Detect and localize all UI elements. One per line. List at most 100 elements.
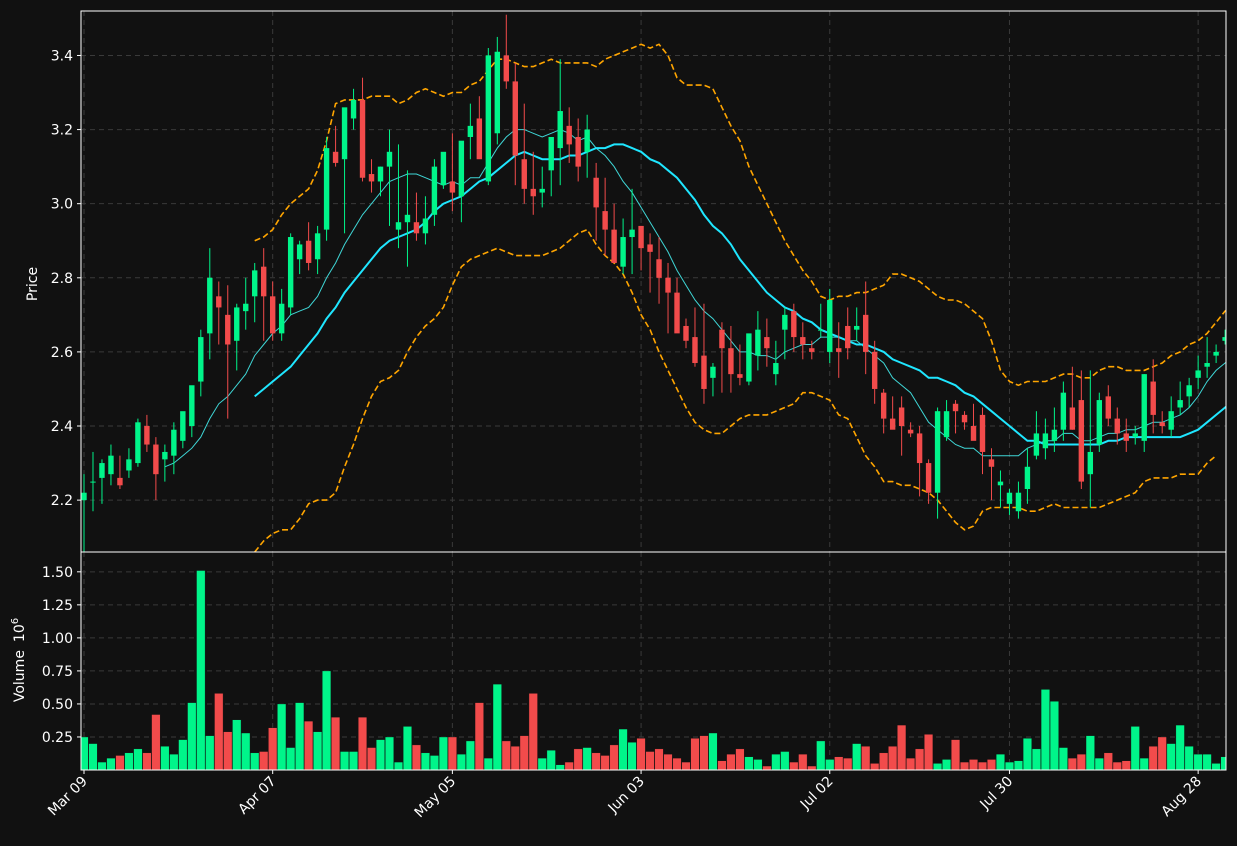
x-ticks: Mar 09 Apr 07 May 05 Jun 03 Jul 02 Jul 30 Aug … (45, 770, 1205, 821)
volume-bar (951, 739, 961, 770)
volume-bar (1094, 757, 1104, 770)
candle-down (449, 181, 456, 193)
candle-down (674, 292, 680, 334)
volume-bar (358, 716, 368, 770)
candle-down (1159, 422, 1165, 427)
candle-down (1123, 433, 1129, 441)
candle-up (1087, 451, 1094, 475)
volume-bar (1112, 761, 1122, 770)
volume-bar (1175, 724, 1185, 770)
volume-tick-label: 0.50 (42, 697, 73, 713)
volume-bar (349, 751, 359, 770)
candle-up (539, 188, 545, 193)
candle-up (287, 237, 294, 308)
volume-bar (304, 720, 314, 770)
candle-down (144, 426, 150, 445)
candle-up (1222, 337, 1226, 341)
candle-up (548, 136, 554, 171)
volume-bar (1121, 760, 1131, 770)
volume-bar (816, 740, 826, 770)
candle-up (1060, 392, 1067, 430)
volume-bar (582, 747, 592, 770)
x-tick-label: Jul 02 (797, 774, 837, 814)
volume-bar (97, 761, 107, 770)
bollinger-bands (254, 43, 1226, 552)
volume-axis-label: Volume 106 (10, 618, 28, 702)
volume-bar (384, 736, 394, 770)
candle-down (800, 337, 806, 345)
candle-up (135, 422, 141, 464)
volume-bar (690, 738, 700, 770)
candle-down (1105, 396, 1111, 419)
candle-down (961, 414, 968, 423)
volume-bar (115, 755, 125, 770)
candle-down (970, 426, 977, 441)
candle-down (656, 259, 662, 278)
candle-up (773, 363, 779, 375)
candle-up (81, 492, 87, 501)
volume-bar (1031, 748, 1041, 770)
candle-down (925, 463, 932, 493)
candle-up (126, 459, 132, 471)
volume-bar (609, 744, 619, 770)
volume-bar (340, 751, 350, 770)
candle-up (997, 481, 1004, 486)
candle-up (278, 303, 285, 334)
volume-bar (1004, 761, 1014, 770)
candle-down (503, 55, 509, 82)
candle-up (350, 99, 357, 119)
candle-up (207, 277, 213, 334)
price-tick-label: 3.2 (51, 123, 73, 139)
candle-up (629, 229, 635, 238)
candle-down (809, 348, 815, 352)
candle-down (692, 337, 698, 364)
price-y-ticks: 2.2 2.4 2.6 2.8 3.0 3.2 3.4 (51, 48, 81, 509)
candle-down (530, 188, 536, 197)
candle-down (1150, 381, 1156, 415)
volume-tick-label: 0.25 (42, 730, 73, 746)
volume-bar (313, 731, 323, 770)
candle-up (1141, 374, 1147, 441)
volume-bar (1022, 738, 1032, 770)
volume-panel-frame (80, 551, 1227, 771)
x-tick-label: Jun 03 (605, 774, 648, 817)
volume-bar (367, 747, 377, 770)
candle-down (305, 240, 312, 263)
volume-tick-label: 1.25 (42, 598, 73, 614)
candle-up (1168, 411, 1174, 430)
candle-up (827, 300, 833, 352)
candle-down (368, 174, 375, 182)
candle-up (90, 481, 96, 483)
price-axis-label: Price (25, 267, 41, 301)
candle-down (521, 159, 527, 189)
volume-bar (1184, 746, 1194, 770)
candle-up (467, 125, 474, 137)
candle-down (476, 118, 483, 160)
volume-bar (942, 759, 952, 770)
candle-up (458, 140, 465, 197)
candle-up (1186, 385, 1192, 397)
candle-up (557, 111, 563, 149)
price-tick-label: 3.0 (51, 197, 73, 213)
candle-down (871, 351, 878, 389)
candle-up (755, 329, 761, 356)
volume-bar (1130, 726, 1140, 770)
volume-axis-label-text: Volume (12, 650, 28, 702)
volume-bar (555, 764, 565, 770)
volume-bar (654, 748, 664, 770)
candle-up (1177, 400, 1183, 408)
volume-bar (393, 761, 403, 770)
candle-up (584, 129, 590, 152)
volume-bar (510, 746, 520, 770)
volume-axis-exponent-base: 10 (12, 624, 28, 642)
candle-down (907, 429, 914, 434)
volume-bar (214, 693, 224, 770)
volume-bar (169, 753, 179, 770)
candle-down (764, 337, 770, 349)
volume-bar (915, 748, 925, 770)
volume-bar (573, 748, 583, 770)
volume-tick-label: 1.50 (42, 565, 73, 581)
volume-bar (546, 749, 556, 770)
x-tick-label: Mar 09 (45, 774, 91, 820)
volume-bar (1166, 743, 1176, 770)
